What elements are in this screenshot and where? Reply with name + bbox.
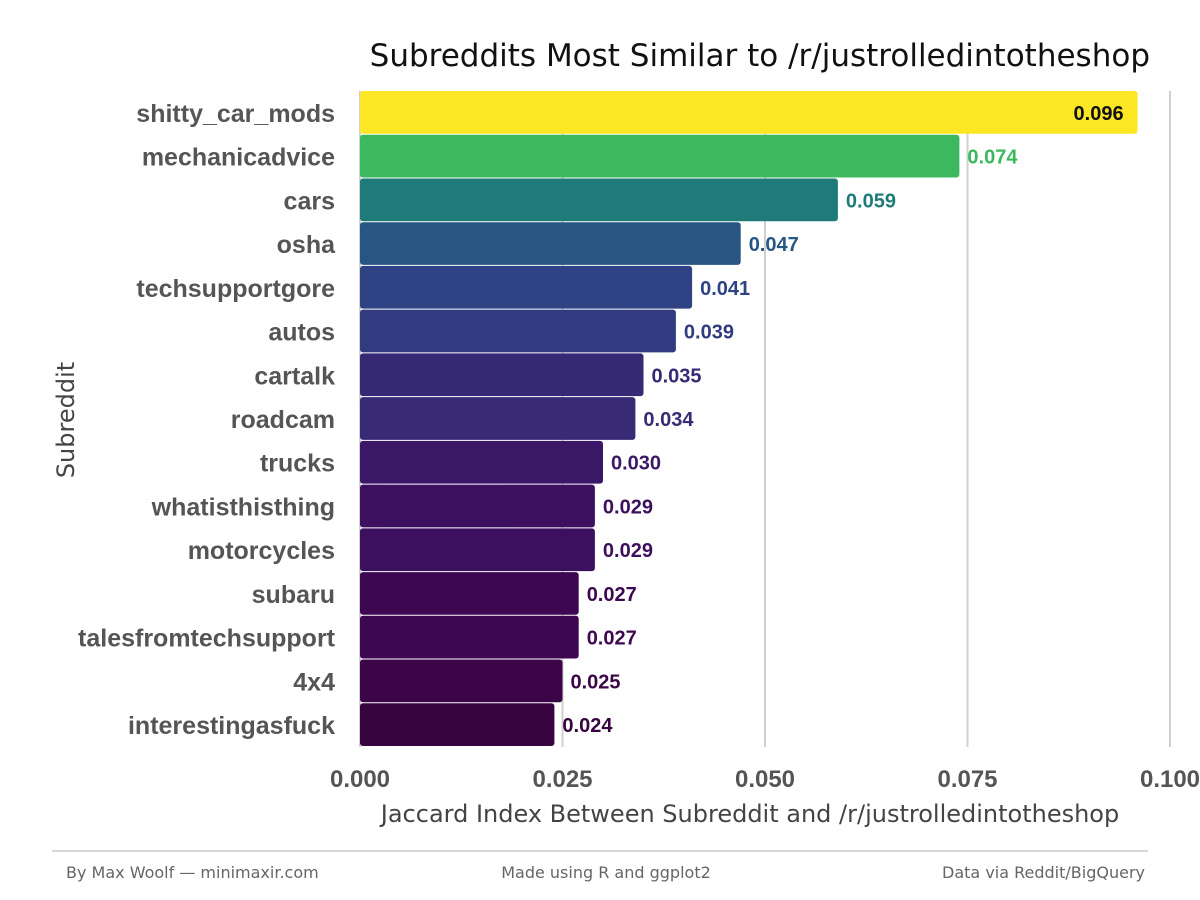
value-label: 0.024 <box>562 715 613 737</box>
bar <box>360 528 595 572</box>
category-label: 4x4 <box>293 668 335 696</box>
bar <box>360 615 579 659</box>
bar <box>360 703 555 746</box>
x-axis-ticks: 0.000 0.025 0.050 0.075 0.100 <box>330 766 1200 793</box>
bar <box>360 222 741 265</box>
x-tick-label: 0.100 <box>1140 766 1200 793</box>
bar <box>360 309 676 353</box>
y-axis-title: Subreddit <box>52 362 80 478</box>
category-label: trucks <box>260 450 335 478</box>
value-label: 0.027 <box>587 628 637 650</box>
bar <box>360 572 579 615</box>
bar <box>360 134 960 178</box>
value-label: 0.096 <box>1074 103 1124 125</box>
x-tick-label: 0.025 <box>532 766 592 793</box>
footer-source: Data via Reddit/BigQuery <box>942 863 1145 882</box>
value-label: 0.039 <box>684 322 734 344</box>
category-label: autos <box>268 319 335 347</box>
value-label: 0.027 <box>587 584 637 606</box>
footer-tools: Made using R and ggplot2 <box>501 863 711 882</box>
value-label: 0.029 <box>603 496 653 518</box>
x-tick-label: 0.075 <box>937 766 997 793</box>
bar <box>360 178 838 222</box>
category-labels: shitty_car_mods mechanicadvice cars osha tec… <box>78 100 336 740</box>
category-label: cartalk <box>254 362 335 390</box>
value-label: 0.041 <box>700 278 750 300</box>
bar <box>360 353 644 397</box>
bar <box>360 397 636 440</box>
category-label: roadcam <box>231 406 335 434</box>
chart-title: Subreddits Most Similar to /r/justrolled… <box>370 38 1150 74</box>
category-label: cars <box>284 187 335 215</box>
category-label: mechanicadvice <box>142 144 335 172</box>
category-label: interestingasfuck <box>128 712 335 740</box>
x-tick-label: 0.050 <box>735 766 795 793</box>
bar <box>360 659 563 703</box>
value-label: 0.030 <box>611 453 661 475</box>
footer-credit: By Max Woolf — minimaxir.com <box>66 863 319 882</box>
x-axis-title: Jaccard Index Between Subreddit and /r/j… <box>379 800 1119 828</box>
x-tick-label: 0.000 <box>330 766 390 793</box>
value-labels: 0.096 0.074 0.059 0.047 0.041 0.039 0.035 0.034… <box>562 103 1123 737</box>
value-label: 0.034 <box>643 409 694 431</box>
value-label: 0.059 <box>846 190 896 212</box>
value-label: 0.029 <box>603 540 653 562</box>
category-label: motorcycles <box>188 537 335 565</box>
category-label: shitty_car_mods <box>136 100 335 128</box>
bar <box>360 440 603 484</box>
bar <box>360 91 1138 134</box>
category-label: osha <box>277 231 336 259</box>
bars <box>360 91 1138 746</box>
value-label: 0.047 <box>749 234 799 256</box>
category-label: whatisthisthing <box>151 493 335 521</box>
value-label: 0.025 <box>571 671 621 693</box>
bar <box>360 484 595 528</box>
bar <box>360 265 693 309</box>
category-label: talesfromtechsupport <box>78 625 336 653</box>
category-label: subaru <box>252 581 335 609</box>
value-label: 0.035 <box>652 365 702 387</box>
category-label: techsupportgore <box>136 275 335 303</box>
value-label: 0.074 <box>967 147 1018 169</box>
